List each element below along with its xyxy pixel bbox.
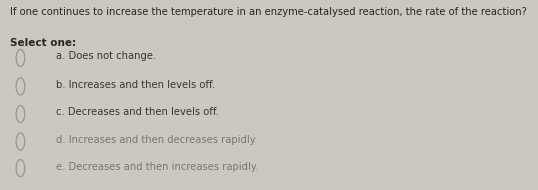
Text: b. Increases and then levels off.: b. Increases and then levels off. (56, 80, 216, 90)
Text: a. Does not change.: a. Does not change. (56, 51, 157, 61)
Text: c. Decreases and then levels off.: c. Decreases and then levels off. (56, 107, 220, 117)
Text: e. Decreases and then increases rapidly.: e. Decreases and then increases rapidly. (56, 162, 259, 172)
Text: If one continues to increase the temperature in an enzyme-catalysed reaction, th: If one continues to increase the tempera… (10, 7, 527, 17)
Text: Select one:: Select one: (10, 38, 76, 48)
Text: d. Increases and then decreases rapidly.: d. Increases and then decreases rapidly. (56, 135, 258, 145)
